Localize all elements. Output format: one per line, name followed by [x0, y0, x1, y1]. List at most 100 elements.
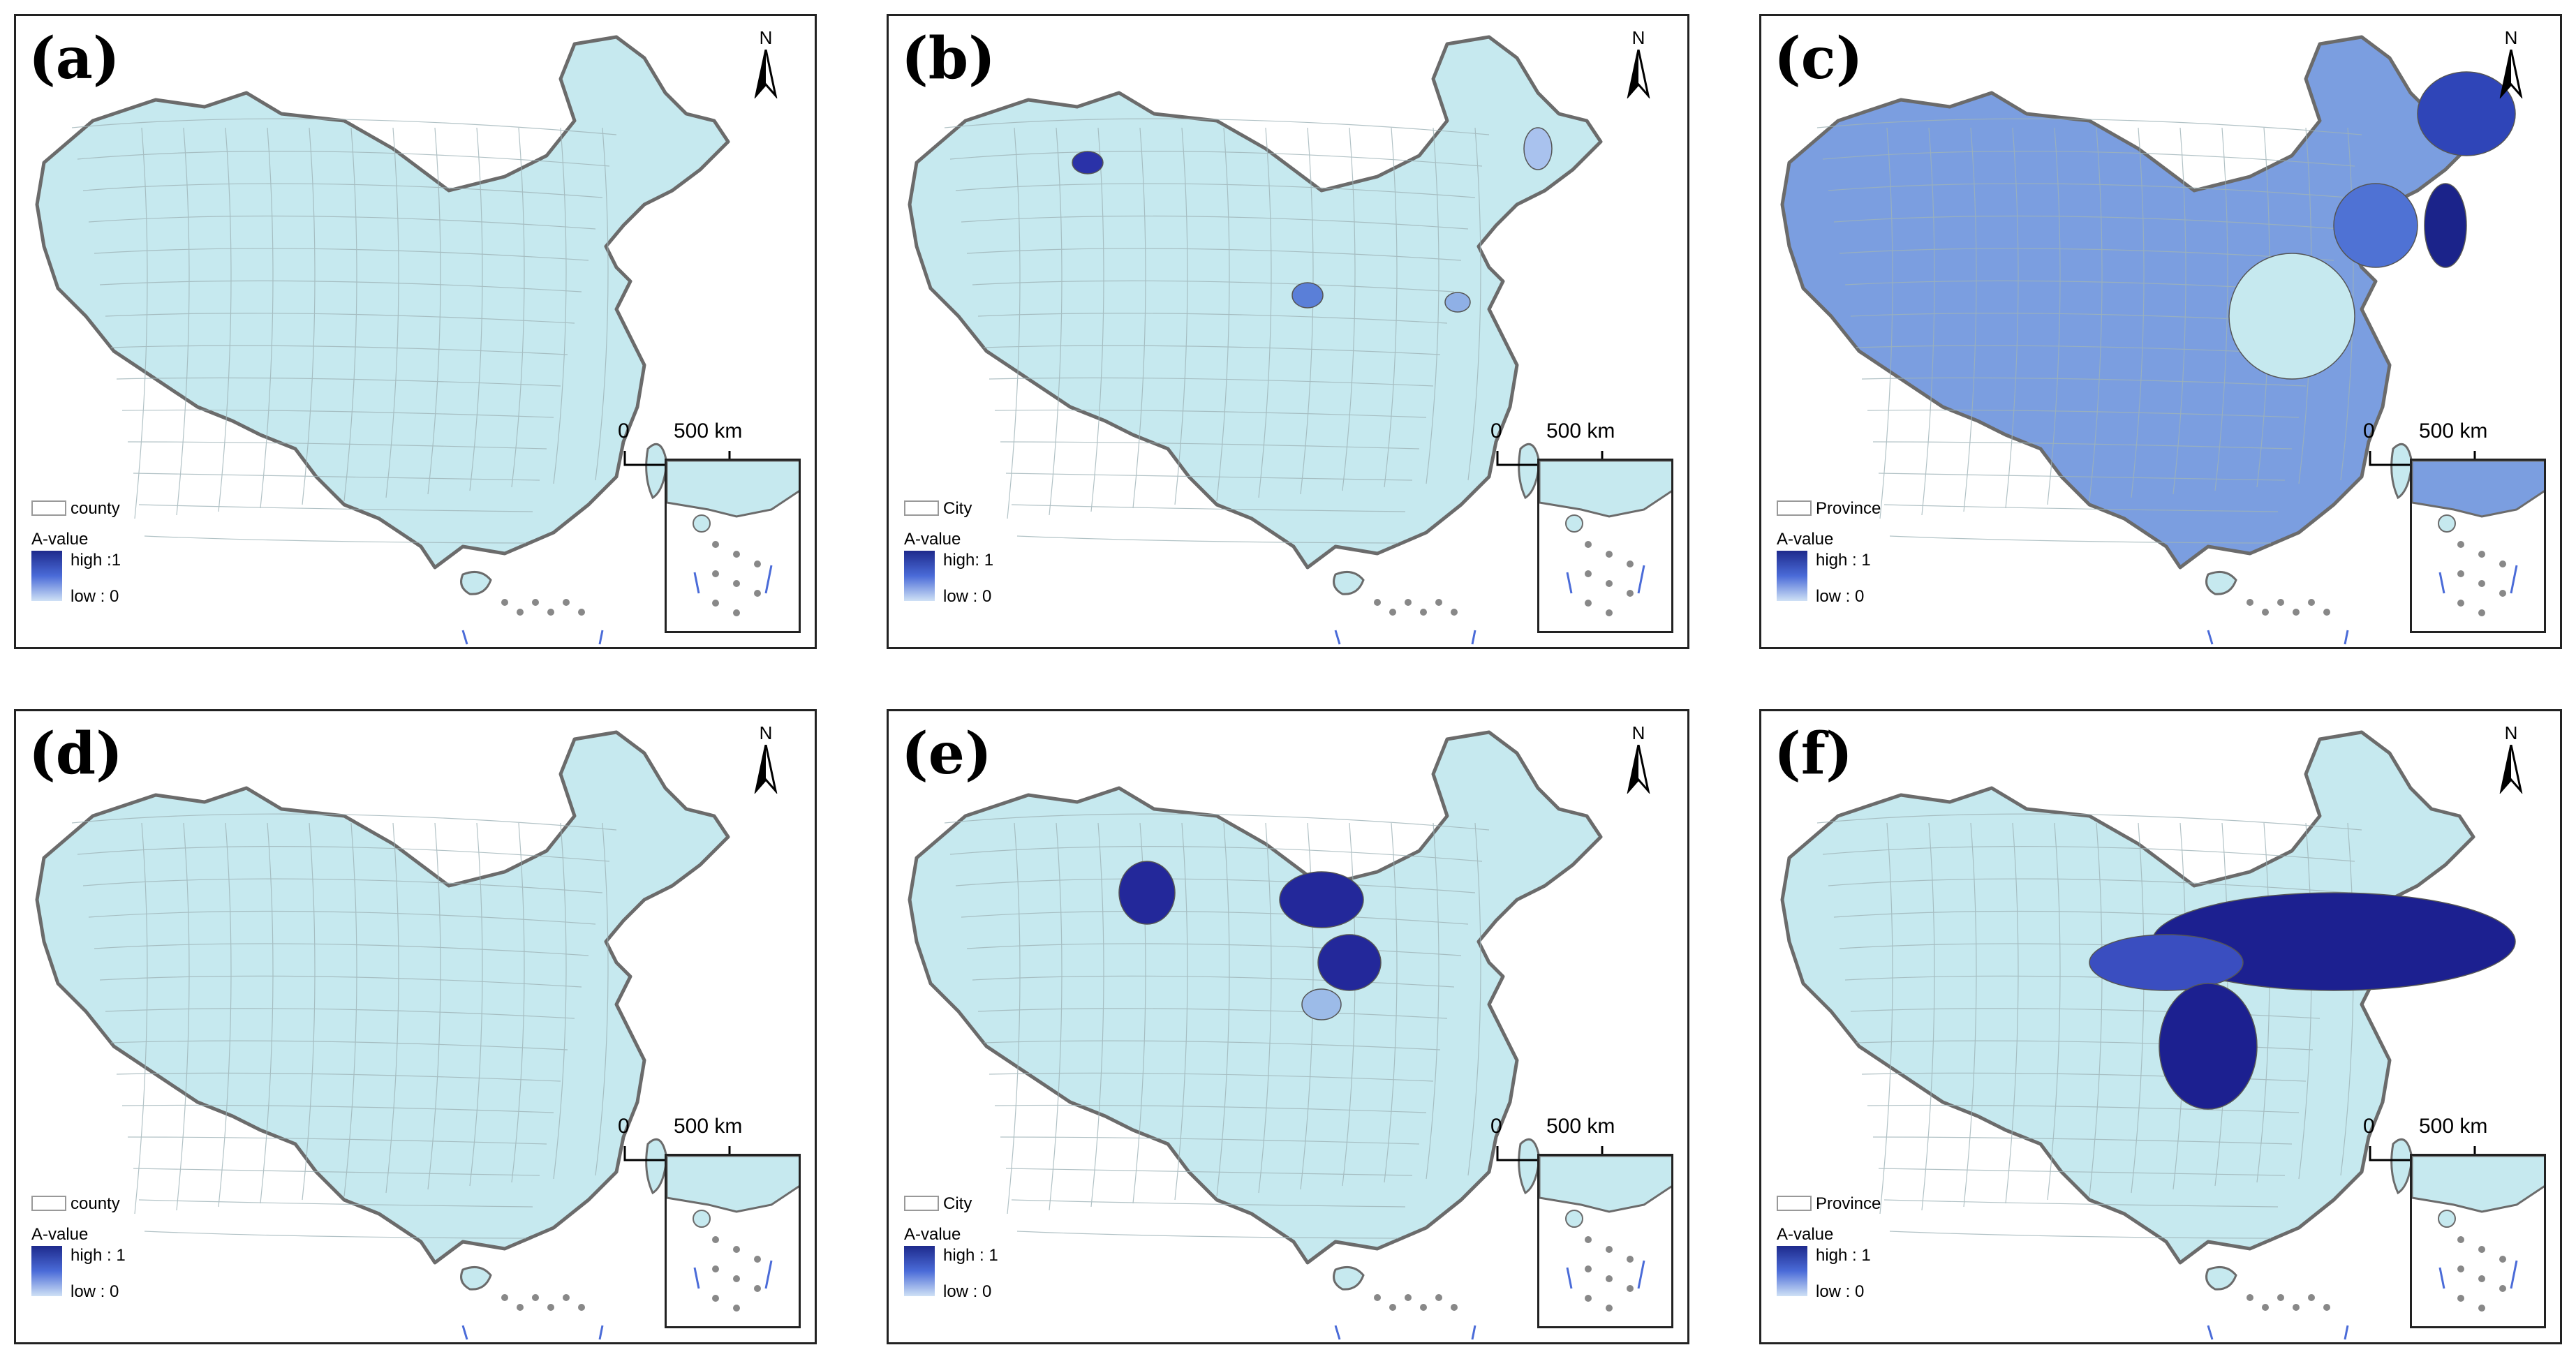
scale-zero-label: 0: [1490, 1115, 1502, 1138]
panel-label: (f): [1774, 720, 1853, 787]
legend-level-label: City: [943, 499, 972, 518]
legend-value-title: A-value: [1777, 530, 1834, 549]
china-map: [908, 35, 1603, 645]
taiwan-island: [1518, 443, 1541, 500]
boundary-swatch: [31, 500, 66, 516]
highlighted-region: [2333, 183, 2418, 268]
north-label: N: [1631, 722, 1645, 743]
taiwan-island: [2390, 443, 2413, 500]
scale-zero-label: 0: [2363, 1115, 2375, 1138]
region-boundaries: [71, 118, 617, 544]
highlighted-region: [2228, 253, 2355, 380]
china-map: [1780, 35, 2516, 645]
legend-level-label: Province: [1816, 499, 1881, 518]
legend-level-label: county: [71, 499, 120, 518]
hainan-island: [2205, 1265, 2237, 1291]
scale-distance-label: 500 km: [1546, 1115, 1615, 1138]
region-boundaries: [71, 813, 617, 1239]
value-gradient-swatch: [904, 551, 935, 601]
legend-low-label: low : 0: [1816, 587, 1865, 606]
highlighted-region: [2417, 71, 2516, 156]
legend-low-label: low : 0: [1816, 1282, 1865, 1301]
highlighted-region: [1301, 988, 1342, 1020]
scale-zero-label: 0: [1490, 419, 1502, 443]
highlighted-region: [1317, 934, 1382, 991]
panel-label: (b): [901, 25, 995, 92]
highlighted-region: [1291, 282, 1324, 309]
hainan-island: [2205, 570, 2237, 595]
boundary-swatch: [904, 1196, 939, 1211]
china-map: [908, 730, 1603, 1340]
value-gradient-swatch: [31, 551, 62, 601]
map-panel-c: (c) N 0 500 km Province A-value high : 1 low : …: [1759, 14, 2562, 649]
legend-level-label: City: [943, 1194, 972, 1213]
south-china-sea-inset: [1537, 459, 1673, 633]
map-legend: Province A-value high : 1 low : 0: [1777, 1196, 1916, 1328]
south-china-sea-inset: [2410, 459, 2546, 633]
highlighted-region: [2424, 183, 2467, 268]
region-boundaries: [1816, 118, 2362, 544]
legend-high-label: high : 1: [71, 1246, 126, 1265]
mainland-region: [908, 35, 1603, 570]
highlighted-region: [1523, 127, 1553, 170]
map-panel-b: (b) N 0 500 km City A-value high: 1 low : 0: [887, 14, 1689, 649]
south-china-sea-inset: [2410, 1154, 2546, 1328]
boundary-swatch: [1777, 500, 1812, 516]
region-boundaries: [944, 118, 1490, 544]
mainland-region: [1780, 35, 2475, 570]
value-gradient-swatch: [31, 1246, 62, 1296]
china-map: [1780, 730, 2516, 1340]
highlighted-region: [2089, 934, 2244, 991]
legend-value-title: A-value: [904, 1225, 961, 1244]
scale-distance-label: 500 km: [2419, 419, 2488, 443]
legend-low-label: low : 0: [943, 587, 992, 606]
legend-level-label: county: [71, 1194, 120, 1213]
highlighted-region: [2159, 983, 2258, 1110]
north-label: N: [759, 722, 773, 743]
scale-distance-label: 500 km: [2419, 1115, 2488, 1138]
map-legend: county A-value high : 1 low : 0: [31, 1196, 171, 1328]
value-gradient-swatch: [1777, 551, 1807, 601]
scale-distance-label: 500 km: [674, 1115, 743, 1138]
map-legend: City A-value high : 1 low : 0: [904, 1196, 1044, 1328]
legend-high-label: high : 1: [943, 1246, 998, 1265]
legend-low-label: low : 0: [943, 1282, 992, 1301]
scale-zero-label: 0: [618, 419, 630, 443]
panel-label: (e): [901, 720, 992, 787]
legend-low-label: low : 0: [71, 587, 119, 606]
region-boundaries: [944, 813, 1490, 1239]
value-gradient-swatch: [904, 1246, 935, 1296]
north-arrow-icon: N: [2490, 29, 2532, 98]
legend-level-label: Province: [1816, 1194, 1881, 1213]
north-arrow-icon: N: [745, 724, 787, 794]
scale-distance-label: 500 km: [1546, 419, 1615, 443]
taiwan-island: [2390, 1138, 2413, 1195]
highlighted-region: [1279, 871, 1364, 928]
north-label: N: [2504, 27, 2518, 48]
boundary-swatch: [1777, 1196, 1812, 1211]
highlighted-region: [1118, 861, 1176, 925]
boundary-swatch: [31, 1196, 66, 1211]
legend-high-label: high :1: [71, 551, 121, 570]
scale-zero-label: 0: [618, 1115, 630, 1138]
legend-high-label: high : 1: [1816, 551, 1871, 570]
north-arrow-icon: N: [1618, 724, 1659, 794]
scale-bar: 0 500 km: [2363, 1116, 2538, 1165]
taiwan-island: [1518, 1138, 1541, 1195]
mainland-region: [1780, 730, 2475, 1265]
legend-value-title: A-value: [904, 530, 961, 549]
map-panel-e: (e) N 0 500 km City A-value high : 1 low : 0: [887, 709, 1689, 1344]
north-arrow-icon: N: [745, 29, 787, 98]
mainland-region: [35, 730, 730, 1265]
north-label: N: [759, 27, 773, 48]
panel-label: (c): [1774, 25, 1863, 92]
scale-distance-label: 500 km: [674, 419, 743, 443]
legend-high-label: high: 1: [943, 551, 994, 570]
scale-zero-label: 0: [2363, 419, 2375, 443]
region-boundaries: [1816, 813, 2362, 1239]
china-map: [35, 730, 730, 1340]
north-label: N: [2504, 722, 2518, 743]
south-china-sea-inset: [665, 459, 801, 633]
highlighted-region: [1444, 292, 1471, 313]
map-panel-a: (a) N 0 500 km county A-value high :1 low : 0: [14, 14, 817, 649]
